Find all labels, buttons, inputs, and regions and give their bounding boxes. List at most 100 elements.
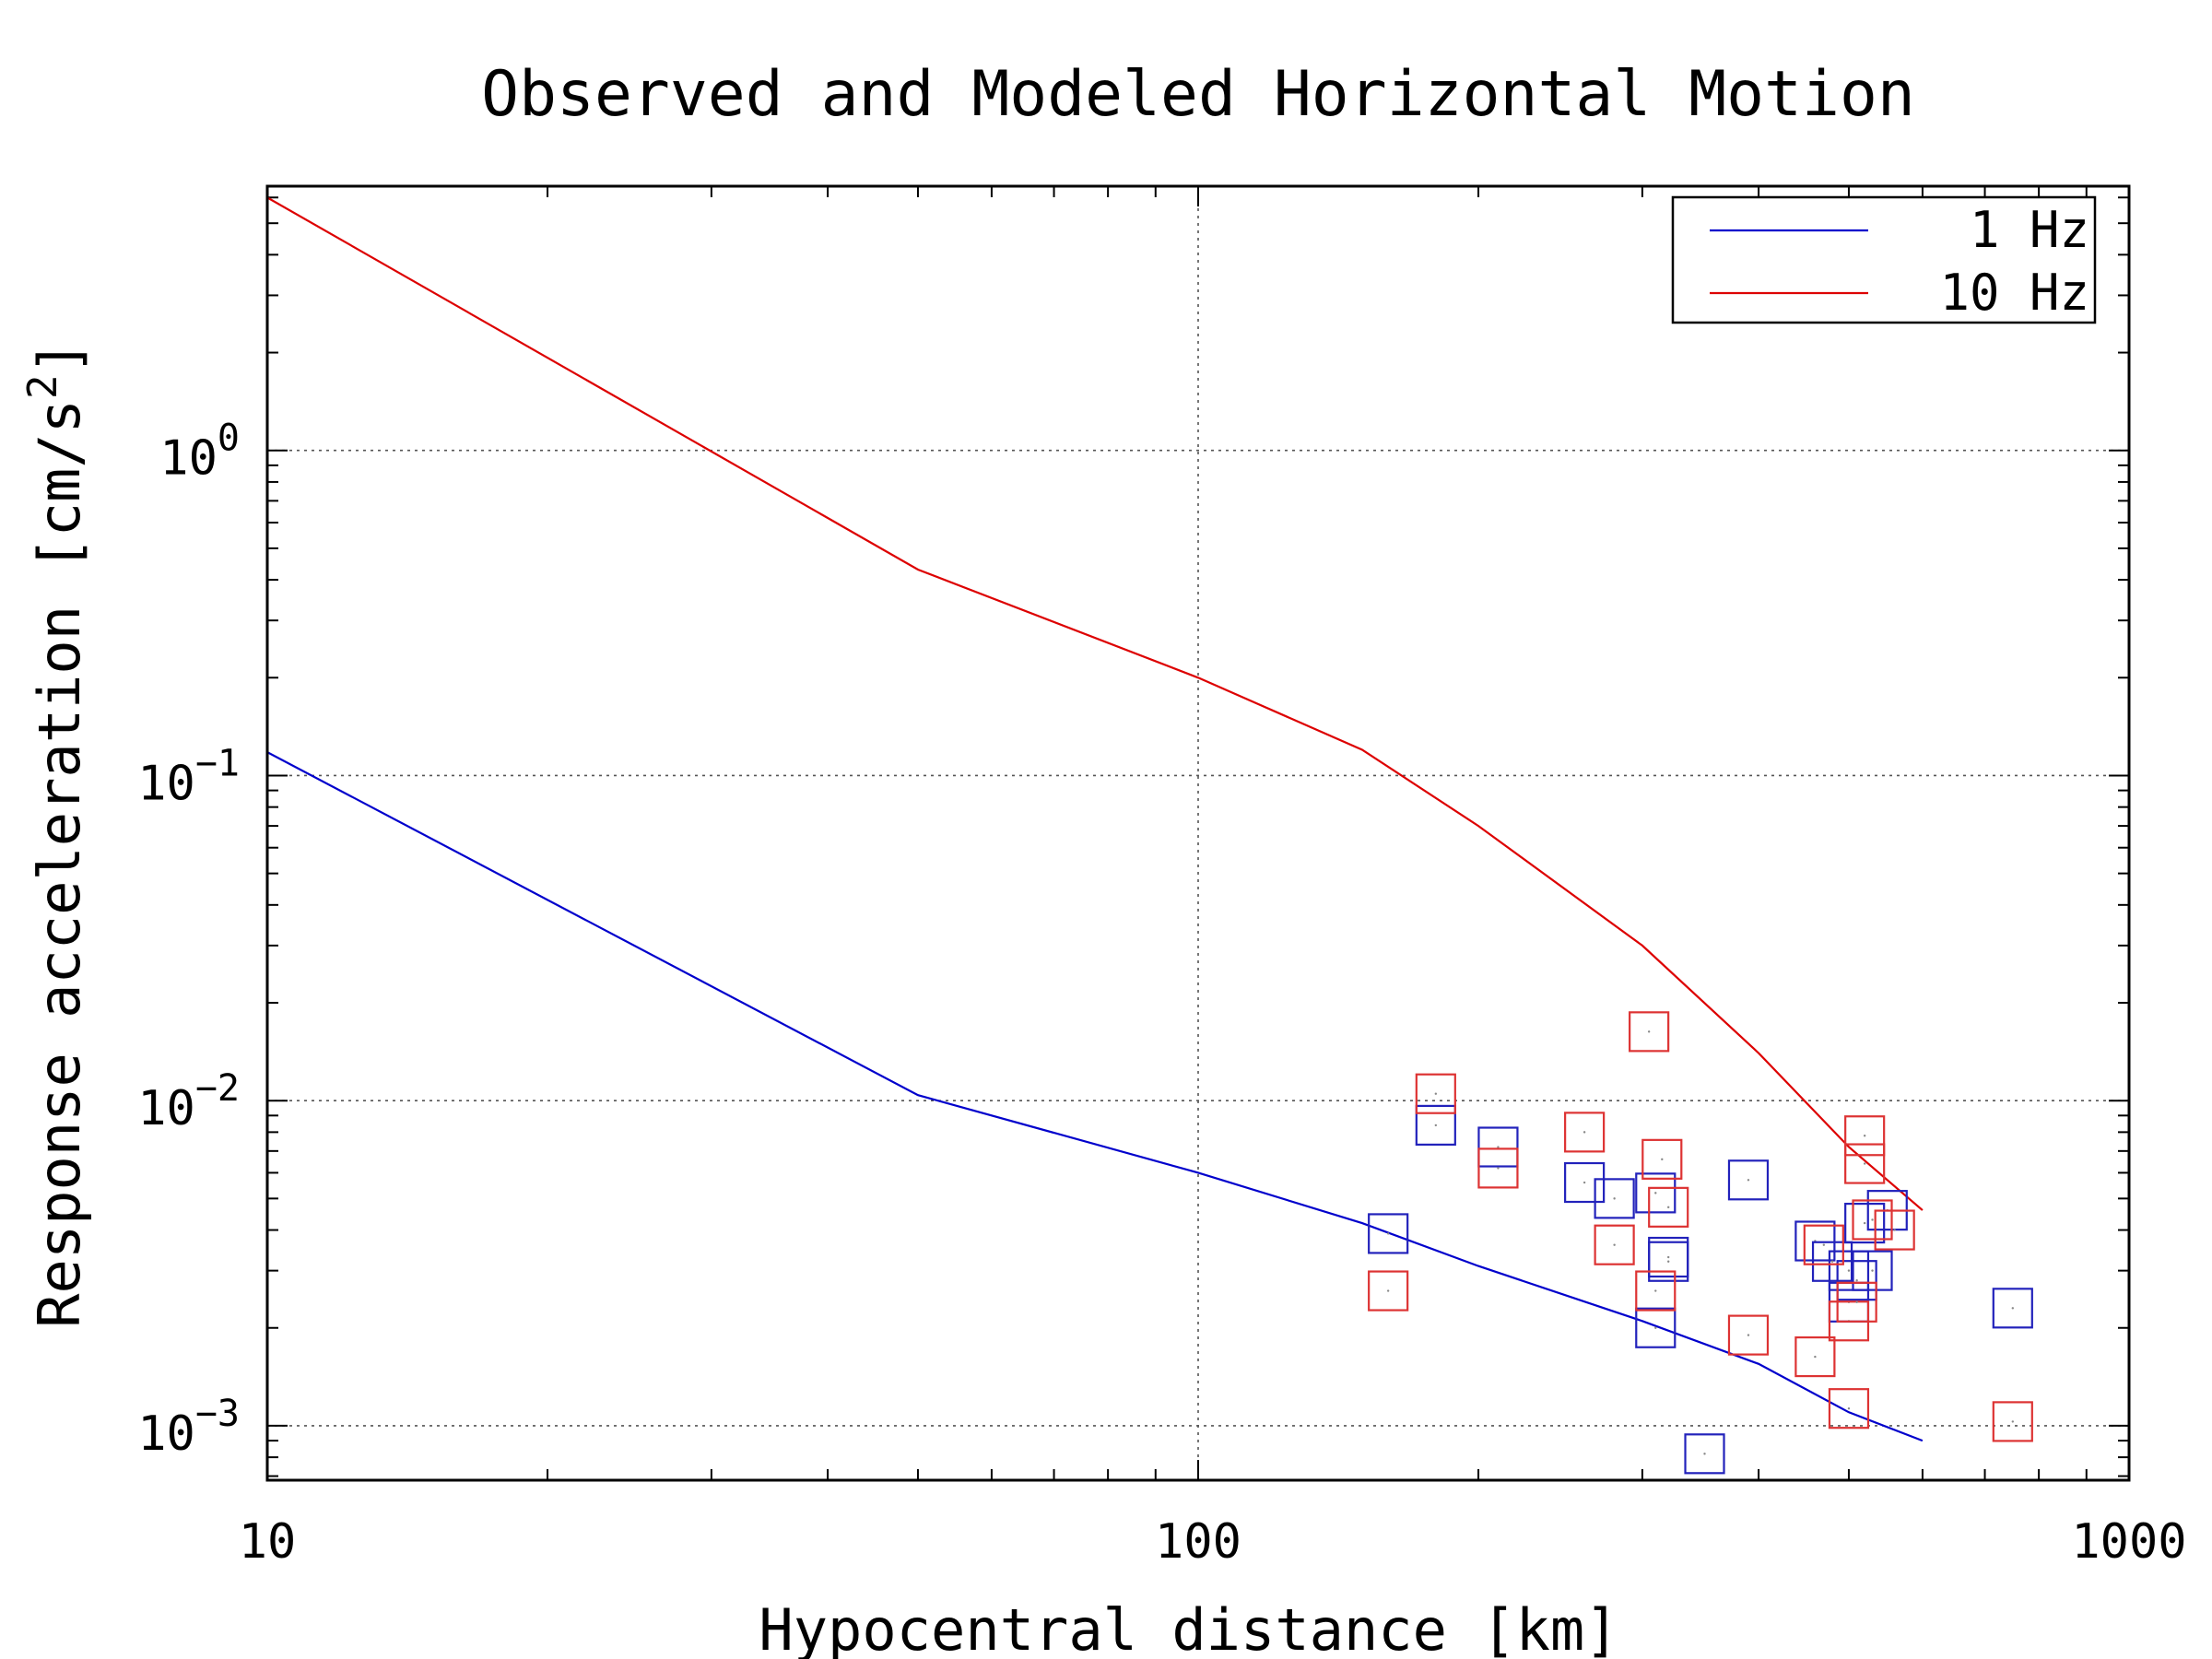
observation-center-dot: [1703, 1453, 1706, 1455]
observation-marker: [1368, 1270, 1409, 1312]
observation-marker: [1368, 1213, 1409, 1254]
observation-center-dot: [1667, 1206, 1670, 1209]
observation-center-dot: [1667, 1255, 1670, 1259]
observation-marker: [1852, 1250, 1893, 1291]
observation-marker: [1564, 1161, 1606, 1204]
observation-center-dot: [1583, 1181, 1586, 1184]
observation-center-dot: [1654, 1289, 1657, 1292]
observation-marker: [1852, 1199, 1893, 1241]
observation-marker: [1828, 1388, 1870, 1430]
observation-center-dot: [1583, 1131, 1586, 1134]
observation-marker: [1874, 1209, 1915, 1251]
y-axis-label-text: Response acceleration [cm/s: [26, 399, 93, 1328]
y-tick-label-base: 10: [137, 1406, 195, 1462]
observation-marker: [1564, 1112, 1606, 1153]
observation-center-dot: [1434, 1124, 1438, 1127]
observations-1hz: [1368, 1104, 2033, 1475]
axis-ticks: [266, 186, 2129, 1480]
observation-marker: [1415, 1104, 1456, 1147]
y-tick-label-exponent: −3: [195, 1393, 240, 1435]
y-tick-label-base: 10: [159, 431, 218, 487]
y-tick-label-exponent: −1: [195, 742, 240, 784]
observation-marker: [1648, 1236, 1689, 1278]
observation-marker: [1415, 1073, 1456, 1114]
observation-center-dot: [1747, 1179, 1750, 1182]
observation-center-dot: [1855, 1278, 1858, 1282]
observation-marker: [1635, 1270, 1677, 1312]
plot-frame: [265, 184, 2131, 1482]
observation-center-dot: [1871, 1218, 1874, 1221]
series-lines: [267, 196, 1924, 1442]
y-axis-label: Response acceleration [cm/s2]: [19, 340, 94, 1328]
observation-marker: [1844, 1115, 1886, 1157]
observation-marker: [1836, 1281, 1877, 1323]
observation-center-dot: [1863, 1135, 1866, 1137]
observation-center-dot: [1654, 1326, 1657, 1329]
observation-center-dot: [1871, 1269, 1874, 1272]
observation-marker: [1844, 1143, 1886, 1184]
observations-10hz: [1368, 1011, 2033, 1442]
legend-label: 1 Hz: [1970, 201, 2089, 259]
observation-marker: [1803, 1224, 1844, 1265]
observation-center-dot: [2011, 1307, 2015, 1310]
observation-center-dot: [1654, 1192, 1657, 1194]
observation-marker: [1648, 1186, 1689, 1228]
observation-marker: [1794, 1220, 1836, 1262]
series-line-1hz: [267, 751, 1924, 1442]
observation-marker: [1635, 1172, 1677, 1214]
observation-marker: [1836, 1260, 1877, 1301]
x-tick-label: 1000: [2071, 1514, 2186, 1570]
observation-marker: [1794, 1335, 1836, 1378]
observation-center-dot: [1893, 1229, 1896, 1231]
grid-lines: [267, 186, 2129, 1480]
observation-marker: [1477, 1147, 1519, 1189]
observation-marker: [1727, 1159, 1770, 1201]
series-line-10hz: [267, 196, 1924, 1211]
observation-center-dot: [1386, 1289, 1390, 1292]
observation-center-dot: [1830, 1260, 1834, 1263]
observation-marker: [1594, 1224, 1635, 1265]
y-tick-label: 10−2: [137, 1067, 240, 1136]
y-tick-label: 10−1: [137, 742, 240, 811]
observation-center-dot: [2011, 1420, 2015, 1423]
observation-center-dot: [1497, 1146, 1500, 1148]
observation-center-dot: [1863, 1221, 1866, 1225]
y-tick-label-base: 10: [137, 1081, 195, 1136]
legend-label: 10 Hz: [1939, 264, 2089, 322]
observation-center-dot: [1661, 1158, 1664, 1161]
observation-center-dot: [1613, 1197, 1616, 1200]
observation-center-dot: [1847, 1406, 1851, 1410]
observation-marker: [1992, 1401, 2033, 1442]
observation-center-dot: [1497, 1167, 1500, 1170]
observation-marker: [1727, 1314, 1770, 1356]
observation-marker: [1477, 1126, 1519, 1168]
observation-center-dot: [1814, 1355, 1817, 1359]
y-tick-label: 10−3: [137, 1393, 240, 1462]
observation-center-dot: [1863, 1162, 1866, 1165]
observation-marker: [1828, 1250, 1870, 1291]
observation-center-dot: [1667, 1260, 1670, 1263]
observation-marker: [1844, 1202, 1886, 1244]
observation-marker: [1641, 1138, 1683, 1180]
x-tick-label: 100: [1155, 1514, 1241, 1570]
y-tick-label: 100: [159, 418, 240, 487]
observation-marker: [1635, 1307, 1677, 1348]
legend-box: [1671, 195, 2097, 324]
chart-title: Observed and Modeled Horizontal Motion: [481, 58, 1915, 131]
observation-marker: [1992, 1288, 2033, 1329]
observation-center-dot: [1613, 1243, 1616, 1246]
observation-marker: [1684, 1433, 1725, 1475]
x-axis-label: Hypocentral distance [km]: [759, 1596, 1618, 1659]
observation-marker: [1594, 1178, 1635, 1219]
x-tick-label: 10: [239, 1514, 297, 1570]
observation-center-dot: [1747, 1334, 1750, 1336]
observation-center-dot: [1822, 1243, 1826, 1246]
y-tick-label-exponent: 0: [218, 418, 240, 460]
y-axis-label-suffix: ]: [26, 340, 93, 374]
y-axis-label-superscript: 2: [19, 374, 66, 399]
x-tick-labels: 10 100 1000: [239, 1514, 2187, 1570]
